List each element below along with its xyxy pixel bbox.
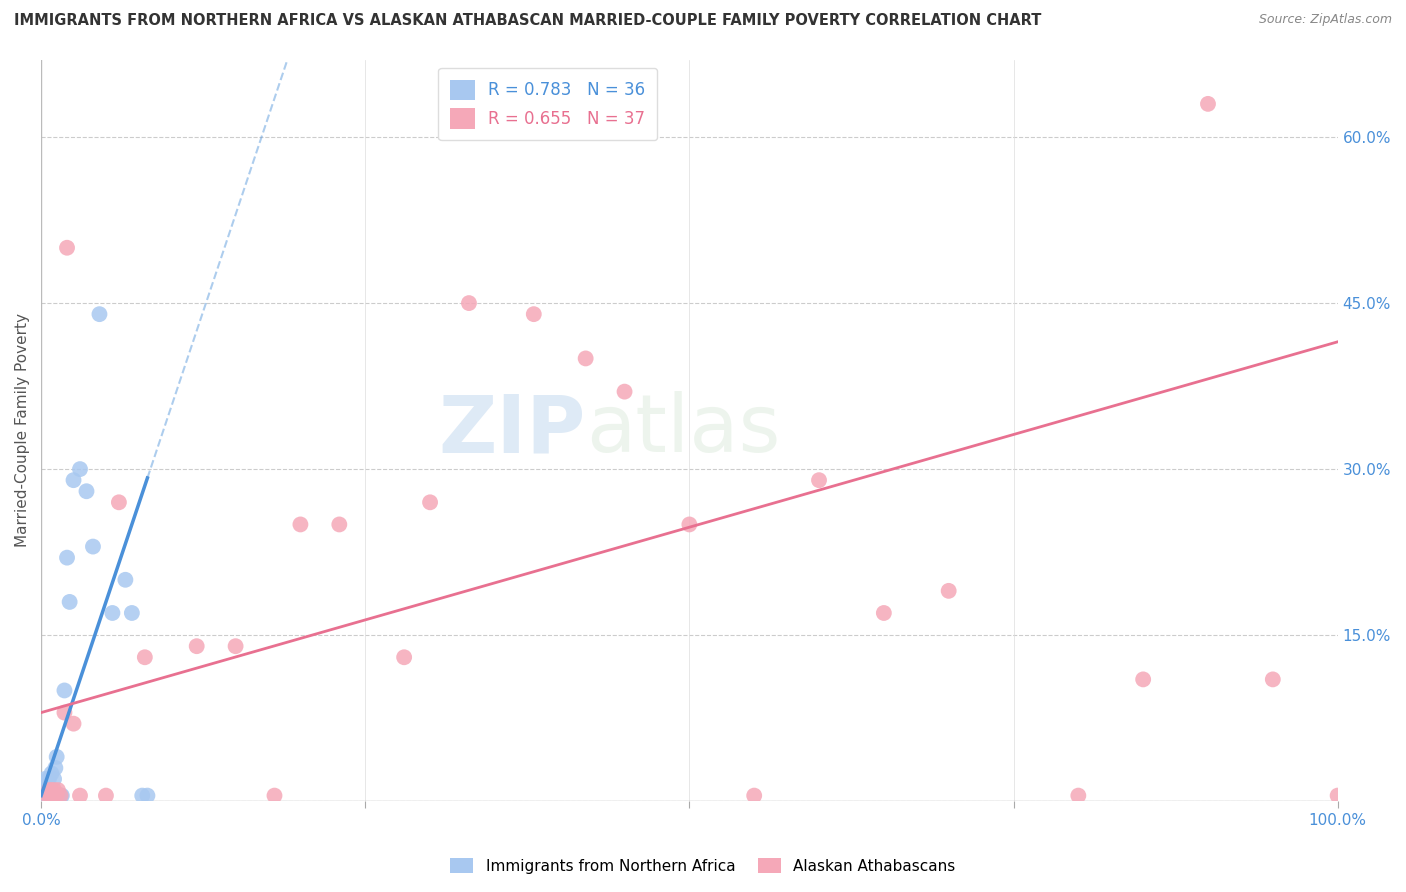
Point xyxy=(53,683,76,698)
Point xyxy=(458,296,481,310)
Point xyxy=(41,789,63,803)
Point xyxy=(1261,673,1284,687)
Point xyxy=(873,606,896,620)
Point xyxy=(39,789,62,803)
Point xyxy=(678,517,700,532)
Point xyxy=(575,351,598,366)
Point xyxy=(46,783,69,797)
Point xyxy=(45,789,67,803)
Point xyxy=(225,639,247,653)
Point xyxy=(49,789,72,803)
Point xyxy=(51,789,73,803)
Point xyxy=(59,595,82,609)
Point xyxy=(34,789,56,803)
Point xyxy=(31,789,53,803)
Point xyxy=(38,783,60,797)
Point xyxy=(48,789,70,803)
Point xyxy=(37,778,59,792)
Point xyxy=(39,783,62,797)
Point xyxy=(938,583,960,598)
Point xyxy=(37,789,59,803)
Point xyxy=(42,783,65,797)
Point xyxy=(42,772,65,786)
Point xyxy=(523,307,546,321)
Point xyxy=(41,766,63,780)
Point xyxy=(121,606,143,620)
Point xyxy=(69,462,91,476)
Point xyxy=(392,650,415,665)
Point xyxy=(263,789,285,803)
Point xyxy=(101,606,124,620)
Point xyxy=(35,783,58,797)
Point xyxy=(136,789,159,803)
Point xyxy=(1067,789,1090,803)
Y-axis label: Married-Couple Family Poverty: Married-Couple Family Poverty xyxy=(15,313,30,548)
Point xyxy=(94,789,117,803)
Point xyxy=(742,789,765,803)
Point xyxy=(82,540,104,554)
Point xyxy=(186,639,208,653)
Point xyxy=(39,789,62,803)
Point xyxy=(38,789,60,803)
Point xyxy=(290,517,312,532)
Legend: R = 0.783   N = 36, R = 0.655   N = 37: R = 0.783 N = 36, R = 0.655 N = 37 xyxy=(439,68,657,140)
Point xyxy=(62,716,84,731)
Legend: Immigrants from Northern Africa, Alaskan Athabascans: Immigrants from Northern Africa, Alaskan… xyxy=(444,852,962,880)
Point xyxy=(41,783,63,797)
Point xyxy=(76,484,98,499)
Point xyxy=(42,789,65,803)
Point xyxy=(45,750,67,764)
Point xyxy=(53,706,76,720)
Point xyxy=(46,789,69,803)
Point xyxy=(49,789,72,803)
Point xyxy=(108,495,131,509)
Point xyxy=(38,772,60,786)
Point xyxy=(32,783,55,797)
Point xyxy=(34,772,56,786)
Text: atlas: atlas xyxy=(586,392,780,469)
Text: ZIP: ZIP xyxy=(439,392,586,469)
Point xyxy=(62,473,84,487)
Point xyxy=(56,241,79,255)
Text: IMMIGRANTS FROM NORTHERN AFRICA VS ALASKAN ATHABASCAN MARRIED-COUPLE FAMILY POVE: IMMIGRANTS FROM NORTHERN AFRICA VS ALASK… xyxy=(14,13,1042,29)
Point xyxy=(69,789,91,803)
Point xyxy=(419,495,441,509)
Point xyxy=(1326,789,1348,803)
Point xyxy=(37,789,59,803)
Point xyxy=(134,650,156,665)
Text: Source: ZipAtlas.com: Source: ZipAtlas.com xyxy=(1258,13,1392,27)
Point xyxy=(328,517,350,532)
Point xyxy=(808,473,831,487)
Point xyxy=(42,789,65,803)
Point xyxy=(44,761,66,775)
Point xyxy=(114,573,136,587)
Point xyxy=(89,307,111,321)
Point xyxy=(56,550,79,565)
Point xyxy=(131,789,153,803)
Point xyxy=(1132,673,1154,687)
Point xyxy=(613,384,636,399)
Point xyxy=(1197,96,1219,111)
Point xyxy=(35,789,58,803)
Point xyxy=(42,789,65,803)
